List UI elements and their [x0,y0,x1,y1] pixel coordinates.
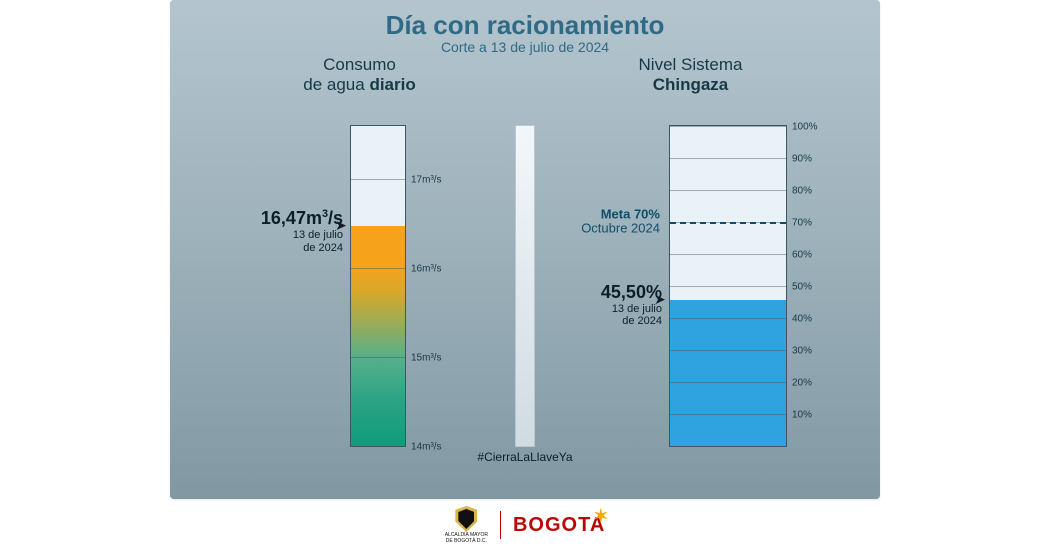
bogota-text: BOGOT [513,514,590,536]
shield-icon [455,506,477,532]
consumo-tick: 17m³/s [351,179,405,180]
chingaza-tick: 90% [670,158,786,159]
chingaza-tick: 10% [670,414,786,415]
meta-line [670,222,786,224]
chingaza-tick-label: 60% [786,250,812,261]
consumo-gauge: 14m³/s15m³/s16m³/s17m³/s16,47m3/s13 de j… [350,125,406,447]
chingaza-title: Nivel Sistema Chingaza [541,55,840,94]
card-subtitle: Corte a 13 de julio de 2024 [170,39,880,55]
chingaza-tick-label: 100% [786,122,818,133]
chingaza-tick: 50% [670,286,786,287]
consumo-title: Consumo de agua diario [210,55,509,94]
meta-callout: Meta 70%Octubre 2024 [581,208,670,237]
chingaza-tick: 30% [670,350,786,351]
footer-logos: ALCALDÍA MAYOR DE BOGOTÁ D.C. BOGOTA ✶ [0,506,1050,544]
consumo-value-date: 13 de juliode 2024 [261,229,343,253]
card-title: Día con racionamiento [170,0,880,41]
chingaza-tick: 100% [670,126,786,127]
chingaza-title-l2: Chingaza [653,75,729,94]
consumo-tick: 16m³/s [351,268,405,269]
chingaza-fill [670,300,786,446]
chingaza-tick: 80% [670,190,786,191]
arrow-icon: ➤ [654,291,666,308]
star-icon: ✶ [593,506,609,527]
consumo-value: 16,47m3/s [261,208,343,229]
chingaza-tick-label: 90% [786,154,812,165]
alcaldia-logo: ALCALDÍA MAYOR DE BOGOTÁ D.C. [445,506,488,544]
bogota-logo: BOGOTA ✶ [513,514,605,537]
consumo-tick-label: 14m³/s [405,442,442,453]
chingaza-tick-label: 20% [786,378,812,389]
consumo-tick: 14m³/s [351,446,405,447]
chingaza-column: Nivel Sistema Chingaza 10% 20% 30% 40% 50% 60… [541,55,840,455]
alcaldia-text-2: DE BOGOTÁ D.C. [446,539,487,544]
chingaza-tick: 40% [670,318,786,319]
meta-label: Meta 70% [601,207,660,222]
consumo-column: Consumo de agua diario 14m³/s 15m³/s 16m³/… [210,55,509,455]
consumo-tick-label: 16m³/s [405,264,442,275]
chingaza-value-date: 13 de juliode 2024 [601,303,662,327]
gauges-row: Consumo de agua diario 14m³/s 15m³/s 16m³/… [170,55,880,469]
chingaza-tick-label: 10% [786,410,812,421]
logo-divider [500,511,501,539]
chingaza-tick-label: 40% [786,314,812,325]
chingaza-tick: 20% [670,382,786,383]
chingaza-tick-label: 80% [786,186,812,197]
chingaza-tick-label: 50% [786,282,812,293]
consumo-tick-label: 15m³/s [405,353,442,364]
consumo-title-l1: Consumo [323,55,396,74]
center-divider-bar: #CierraLaLlaveYa [515,125,535,447]
consumo-tick: 15m³/s [351,357,405,358]
infographic-card: Día con racionamiento Corte a 13 de juli… [170,0,880,499]
consumo-tick-label: 17m³/s [405,175,442,186]
chingaza-value: 45,50% [601,282,662,303]
arrow-icon: ➤ [335,217,347,234]
meta-sub: Octubre 2024 [581,221,660,236]
consumo-title-l2b: diario [369,75,415,94]
chingaza-tick-label: 30% [786,346,812,357]
chingaza-tick: 60% [670,254,786,255]
chingaza-gauge: 10%20%30%40%50%60%70%80%90%100%Meta 70%O… [669,125,787,447]
consumo-title-l2a: de agua [303,75,369,94]
chingaza-tick-label: 70% [786,218,812,229]
consumo-fill [351,226,405,446]
chingaza-title-l1: Nivel Sistema [639,55,743,74]
